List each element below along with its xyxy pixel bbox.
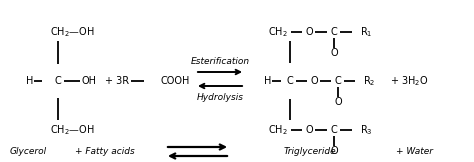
Text: O: O (330, 146, 338, 156)
Text: C: C (335, 76, 341, 86)
Text: CH$_2$—OH: CH$_2$—OH (50, 25, 94, 39)
Text: CH$_2$—OH: CH$_2$—OH (50, 123, 94, 137)
Text: Hydrolysis: Hydrolysis (197, 93, 244, 102)
Text: + Water: + Water (396, 147, 434, 156)
Text: H: H (264, 76, 272, 86)
Text: H: H (27, 76, 34, 86)
Text: R$_2$: R$_2$ (363, 74, 375, 88)
Text: O: O (305, 125, 313, 135)
Text: + Fatty acids: + Fatty acids (75, 147, 135, 156)
Text: Esterification: Esterification (191, 57, 250, 65)
Text: O: O (305, 27, 313, 37)
Text: + 3R: + 3R (105, 76, 129, 86)
Text: + 3H$_2$O: + 3H$_2$O (390, 74, 428, 88)
Text: OH: OH (82, 76, 97, 86)
Text: C: C (55, 76, 61, 86)
Text: CH$_2$: CH$_2$ (268, 25, 288, 39)
Text: CH$_2$: CH$_2$ (268, 123, 288, 137)
Text: R$_1$: R$_1$ (360, 25, 373, 39)
Text: Triglyceride: Triglyceride (283, 147, 337, 156)
Text: O: O (310, 76, 318, 86)
Text: O: O (330, 48, 338, 58)
Text: COOH: COOH (161, 76, 191, 86)
Text: C: C (331, 125, 337, 135)
Text: C: C (287, 76, 293, 86)
Text: C: C (331, 27, 337, 37)
Text: O: O (334, 97, 342, 107)
Text: Glycerol: Glycerol (9, 147, 46, 156)
Text: R$_3$: R$_3$ (360, 123, 373, 137)
